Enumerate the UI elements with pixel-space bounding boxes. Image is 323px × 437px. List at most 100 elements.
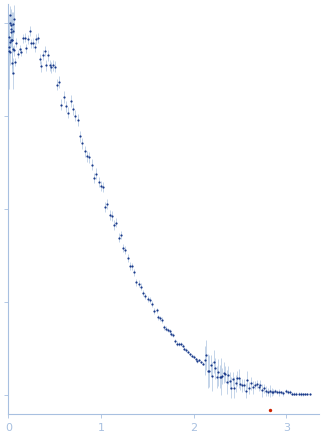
Point <box>180 342 185 349</box>
Point <box>221 369 226 376</box>
Point <box>167 328 172 335</box>
Point <box>11 70 16 77</box>
Point <box>252 382 257 388</box>
Point <box>127 262 132 269</box>
Point <box>220 373 225 380</box>
Point <box>87 154 92 161</box>
Point <box>9 36 15 43</box>
Point <box>249 380 254 387</box>
Point <box>7 48 12 55</box>
Point <box>239 382 245 389</box>
Point <box>156 314 161 321</box>
Point <box>138 283 143 290</box>
Point <box>237 381 243 388</box>
Point <box>6 33 12 40</box>
Point <box>227 377 232 384</box>
Point <box>141 290 146 297</box>
Point <box>236 375 241 382</box>
Point <box>287 388 293 395</box>
Point <box>163 325 169 332</box>
Point <box>199 358 204 365</box>
Point <box>185 348 191 355</box>
Point <box>278 389 284 396</box>
Point <box>8 36 13 43</box>
Point <box>16 51 21 58</box>
Point <box>143 292 148 299</box>
Point <box>107 211 112 218</box>
Point <box>11 47 16 54</box>
Point <box>10 27 16 34</box>
Point <box>147 297 152 304</box>
Point <box>8 29 14 36</box>
Point <box>218 373 224 380</box>
Point <box>42 48 47 55</box>
Point <box>275 389 280 396</box>
Point <box>132 269 137 276</box>
Point <box>116 234 121 241</box>
Point <box>165 326 170 333</box>
Point <box>68 97 73 104</box>
Point <box>178 340 183 347</box>
Point <box>193 356 198 363</box>
Point <box>262 385 267 392</box>
Point <box>70 106 76 113</box>
Point <box>44 62 49 69</box>
Point <box>19 49 24 55</box>
Point <box>7 49 12 55</box>
Point <box>260 387 265 394</box>
Point <box>61 94 66 101</box>
Point <box>36 35 41 42</box>
Point <box>9 59 14 66</box>
Point <box>52 63 57 70</box>
Point <box>111 222 117 229</box>
Point <box>56 79 61 86</box>
Point <box>91 174 97 181</box>
Point <box>73 112 78 119</box>
Point <box>24 45 29 52</box>
Point <box>213 365 218 372</box>
Point <box>118 232 123 239</box>
Point <box>204 352 209 359</box>
Point <box>34 36 39 43</box>
Point <box>134 279 139 286</box>
Point <box>294 390 299 397</box>
Point <box>54 81 59 88</box>
Point <box>7 20 13 27</box>
Point <box>234 375 240 382</box>
Point <box>187 350 193 357</box>
Point <box>214 374 219 381</box>
Point <box>189 352 194 359</box>
Point <box>152 308 157 315</box>
Point <box>273 387 278 394</box>
Point <box>223 371 228 378</box>
Point <box>96 179 101 186</box>
Point <box>150 301 155 308</box>
Point <box>158 315 163 322</box>
Point <box>59 101 64 108</box>
Point <box>205 368 210 375</box>
Point <box>285 388 290 395</box>
Point <box>94 170 99 177</box>
Point <box>9 25 14 32</box>
Point <box>197 357 202 364</box>
Point <box>258 381 263 388</box>
Point <box>75 116 80 123</box>
Point <box>27 28 32 35</box>
Point <box>271 388 276 395</box>
Point <box>207 368 212 375</box>
Point <box>47 62 52 69</box>
Point <box>171 332 176 339</box>
Point <box>281 390 286 397</box>
Point <box>305 391 310 398</box>
Point <box>78 133 83 140</box>
Point <box>172 337 178 344</box>
Point <box>224 378 229 385</box>
Point <box>17 45 22 52</box>
Point <box>289 390 295 397</box>
Point <box>136 280 141 287</box>
Point <box>303 390 308 397</box>
Point <box>22 34 27 41</box>
Point <box>191 354 196 361</box>
Point <box>145 295 150 302</box>
Point <box>99 182 104 189</box>
